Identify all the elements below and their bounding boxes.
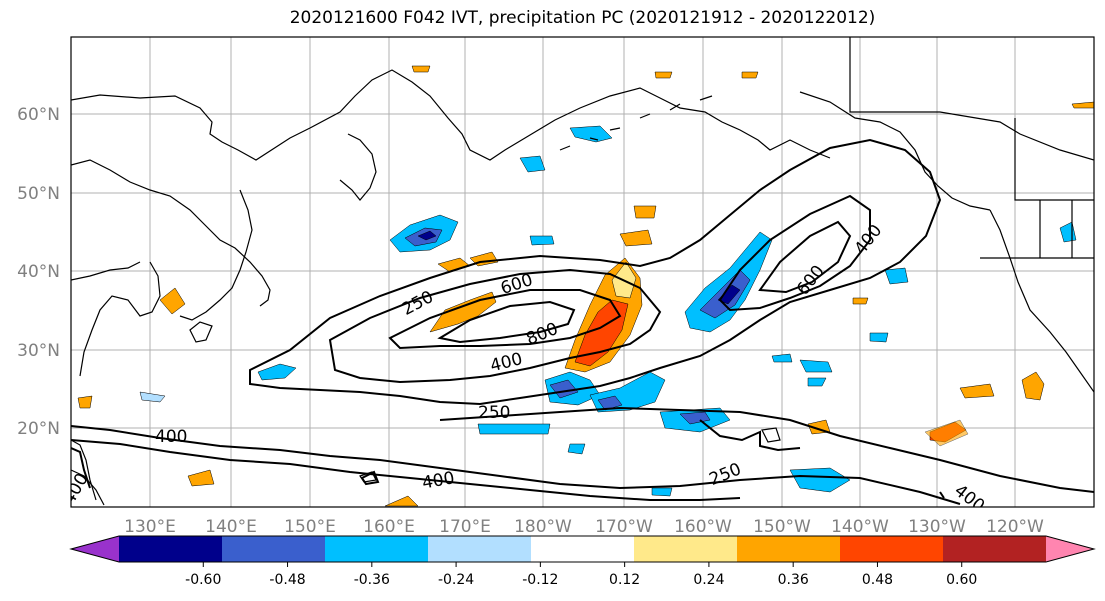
colorbar-tick-label: -0.60	[185, 572, 221, 588]
colorbar-extension-low	[71, 536, 119, 562]
colorbar-segment	[222, 536, 326, 562]
lon-label: 150°W	[753, 517, 811, 537]
lon-label: 150°E	[284, 517, 336, 537]
lon-label: 130°W	[908, 517, 966, 537]
colorbar-segment	[840, 536, 944, 562]
colorbar-tick-label: 0.24	[693, 572, 724, 588]
lon-label: 180°W	[514, 517, 572, 537]
colorbar-tick-label: -0.24	[438, 572, 474, 588]
lon-label: 140°W	[831, 517, 889, 537]
ivt-contour-400	[328, 268, 662, 384]
lat-label: 40°N	[17, 262, 60, 282]
map-frame	[70, 36, 1095, 508]
colorbar-tick-label: -0.48	[269, 572, 305, 588]
colorbar-ticks: -0.60 -0.48 -0.36 -0.24 -0.12 0.12 0.24 0.36 0.4…	[185, 562, 977, 588]
lon-label: 170°W	[595, 517, 653, 537]
longitude-labels: 130°E 140°E 150°E 160°E 170°E 180°W 170°…	[124, 517, 1044, 537]
lon-label: 160°W	[674, 517, 732, 537]
colorbar-segment	[737, 536, 841, 562]
lon-label: 120°W	[986, 517, 1044, 537]
colorbar-tick-label: -0.12	[522, 572, 558, 588]
colorbar-tick-label: 0.12	[609, 572, 640, 588]
precip-pc-shading	[77, 65, 1094, 507]
colorbar-segment	[119, 536, 223, 562]
colorbar-segment	[943, 536, 1047, 562]
colorbar-tick-label: 0.48	[862, 572, 893, 588]
lon-label: 170°E	[439, 517, 491, 537]
colorbar-tick-label: 0.60	[946, 572, 977, 588]
colorbar-extension-high	[1046, 536, 1094, 562]
ivt-contour-600	[388, 289, 622, 350]
lat-label: 30°N	[17, 341, 60, 361]
colorbar-segment	[325, 536, 429, 562]
lat-label: 20°N	[17, 419, 60, 439]
map-title: 2020121600 F042 IVT, precipitation PC (2…	[289, 8, 876, 28]
coastlines	[71, 37, 1094, 506]
lon-label: 160°E	[363, 517, 415, 537]
colorbar-tick-label: 0.36	[778, 572, 809, 588]
colorbar-segment	[634, 536, 738, 562]
colorbar	[69, 535, 1096, 563]
latitude-labels: 60°N 50°N 40°N 30°N 20°N	[17, 105, 60, 439]
contour-label: 250	[478, 403, 510, 423]
lon-label: 140°E	[205, 517, 257, 537]
colorbar-segment	[428, 536, 532, 562]
colorbar-tick-label: -0.36	[354, 572, 390, 588]
lon-label: 130°E	[124, 517, 176, 537]
lat-label: 50°N	[17, 184, 60, 204]
lat-label: 60°N	[17, 105, 60, 125]
ivt-contours	[71, 138, 1094, 505]
contour-label: 400	[155, 427, 187, 447]
colorbar-outline	[69, 535, 1096, 563]
colorbar-segment	[531, 536, 635, 562]
ivt-contour-800	[437, 300, 576, 344]
ivt-contour-250	[249, 138, 942, 406]
